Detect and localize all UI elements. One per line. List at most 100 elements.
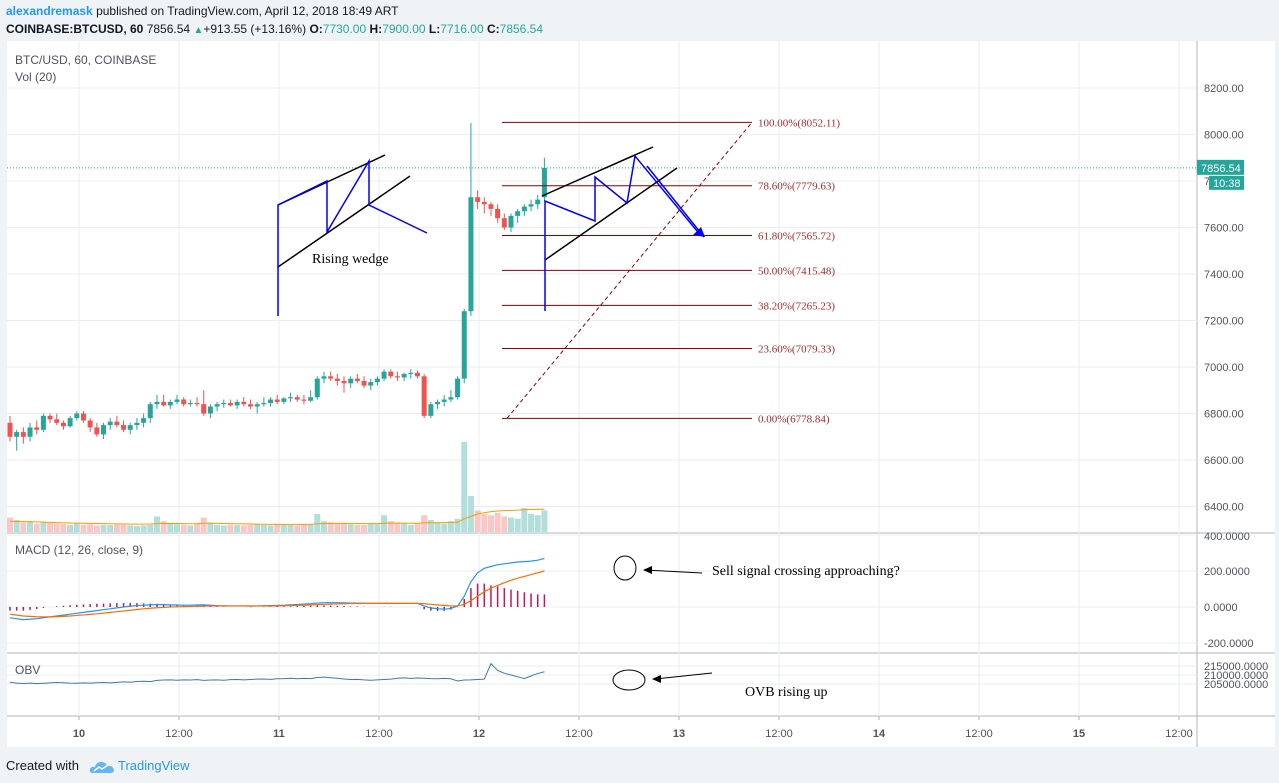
candle-body	[294, 397, 300, 400]
candle-body	[475, 197, 481, 202]
volume-bar	[234, 525, 241, 532]
wedge-wave-path	[277, 158, 428, 316]
time-tick-label: 12:00	[165, 728, 193, 740]
candle-body	[328, 376, 334, 379]
macd-tick-label: 200.0000	[1204, 566, 1250, 578]
macd-tick-label: 0.0000	[1204, 602, 1238, 614]
candle-body	[354, 378, 360, 381]
annotation-arrow	[654, 672, 713, 680]
last-price: 7856.54	[146, 22, 191, 36]
candle-body	[381, 371, 387, 379]
obv-tick-label: 210000.0000	[1204, 670, 1268, 682]
rising-wedge-annotation[interactable]: Rising wedge	[312, 252, 389, 267]
time-tick-label: 11	[273, 728, 285, 740]
volume-bar	[87, 524, 94, 532]
candle-body	[54, 419, 60, 423]
sell-signal-annotation[interactable]: Sell signal crossing approaching?	[712, 564, 900, 579]
volume-bar	[73, 523, 80, 532]
time-tick-label: 13	[673, 728, 685, 740]
candle-body	[87, 420, 93, 428]
candle-body	[147, 404, 153, 419]
volume-bar	[107, 525, 114, 532]
candle-body	[528, 204, 534, 207]
volume-bar	[113, 524, 120, 532]
candle-body	[508, 215, 514, 228]
volume-bar	[167, 523, 174, 532]
volume-bar	[13, 520, 20, 532]
candle-body	[67, 418, 73, 427]
chart-area[interactable]: 100.00%(8052.11) 78.60%(7779.63) 61.80%(75…	[7, 41, 1275, 747]
candle-body	[468, 197, 474, 312]
candle-body	[348, 378, 354, 384]
low-value: 7716.00	[440, 22, 484, 36]
obv-label: OBV	[15, 663, 40, 677]
price-tick-label: 7400.00	[1204, 269, 1244, 281]
candle-body	[535, 199, 541, 205]
time-tick-label: 12:00	[765, 728, 793, 740]
volume-bar	[7, 517, 13, 532]
volume-bar	[200, 517, 207, 532]
candle-body	[60, 422, 66, 427]
countdown-badge-text: 10:38	[1213, 178, 1241, 190]
time-tick-label: 12	[473, 728, 485, 740]
volume-bar	[207, 522, 214, 532]
candle-body	[20, 432, 26, 437]
candle-body	[521, 206, 527, 212]
grid	[7, 41, 1275, 747]
chart-svg[interactable]: 100.00%(8052.11) 78.60%(7779.63) 61.80%(75…	[7, 41, 1275, 747]
candle-body	[408, 372, 414, 374]
volume-bar	[220, 525, 227, 532]
high-value: 7900.00	[382, 22, 426, 36]
volume-bar	[160, 521, 167, 532]
candle-body	[301, 399, 307, 401]
volume-bar	[434, 522, 441, 532]
candle-body	[314, 378, 320, 398]
candle-body	[321, 376, 327, 379]
price-tick-label: 7000.00	[1204, 362, 1244, 374]
obv-tick-label: 215000.0000	[1204, 661, 1268, 673]
drawings[interactable]	[277, 146, 705, 316]
candle-body	[7, 422, 13, 437]
volume-bar	[120, 524, 127, 532]
last-price-badge-text: 7856.54	[1201, 163, 1241, 175]
volume-bar	[294, 525, 301, 532]
author-link[interactable]: alexandremask	[6, 4, 93, 18]
volume-bar	[127, 525, 134, 532]
candle-body	[501, 218, 507, 228]
volume-bar	[487, 515, 494, 532]
volume-bar	[447, 521, 454, 532]
publish-info: alexandremask published on TradingView.c…	[6, 4, 399, 18]
volume-bar	[174, 524, 180, 532]
candle-body	[448, 397, 454, 400]
candle-body	[268, 399, 274, 404]
annotation-circle	[613, 555, 637, 581]
volume-bar	[521, 508, 528, 532]
volume-bar	[494, 512, 501, 532]
candle-body	[194, 403, 200, 405]
volume-bar	[214, 524, 221, 532]
candle-body	[241, 401, 247, 405]
arrow-head-icon	[643, 566, 652, 574]
fib-retracement[interactable]: 100.00%(8052.11) 78.60%(7779.63) 61.80%(75…	[502, 117, 840, 425]
volume-bar	[314, 514, 321, 532]
volume-bar	[254, 524, 261, 532]
candle-body	[107, 421, 113, 426]
volume-bar	[421, 515, 428, 532]
tradingview-link[interactable]: TradingView	[118, 758, 190, 773]
volume-bar	[387, 521, 394, 532]
ovb-annotation[interactable]: OVB rising up	[745, 685, 827, 700]
candle-body	[394, 376, 400, 378]
pane-symbol-label: BTC/USD, 60, COINBASE	[15, 53, 156, 67]
candle-body	[401, 373, 407, 378]
published-text: published on TradingView.com, April 12, …	[96, 4, 399, 18]
candle-body	[207, 406, 213, 414]
arrow-head-icon	[693, 227, 705, 237]
volume-bar	[361, 525, 368, 532]
volume-bars	[7, 442, 548, 532]
volume-bar	[227, 524, 234, 532]
candle-body	[421, 376, 427, 416]
price-tick-label: 7600.00	[1204, 223, 1244, 235]
candle-body	[154, 401, 160, 405]
candle-body	[134, 422, 140, 426]
volume-bar	[508, 517, 514, 532]
